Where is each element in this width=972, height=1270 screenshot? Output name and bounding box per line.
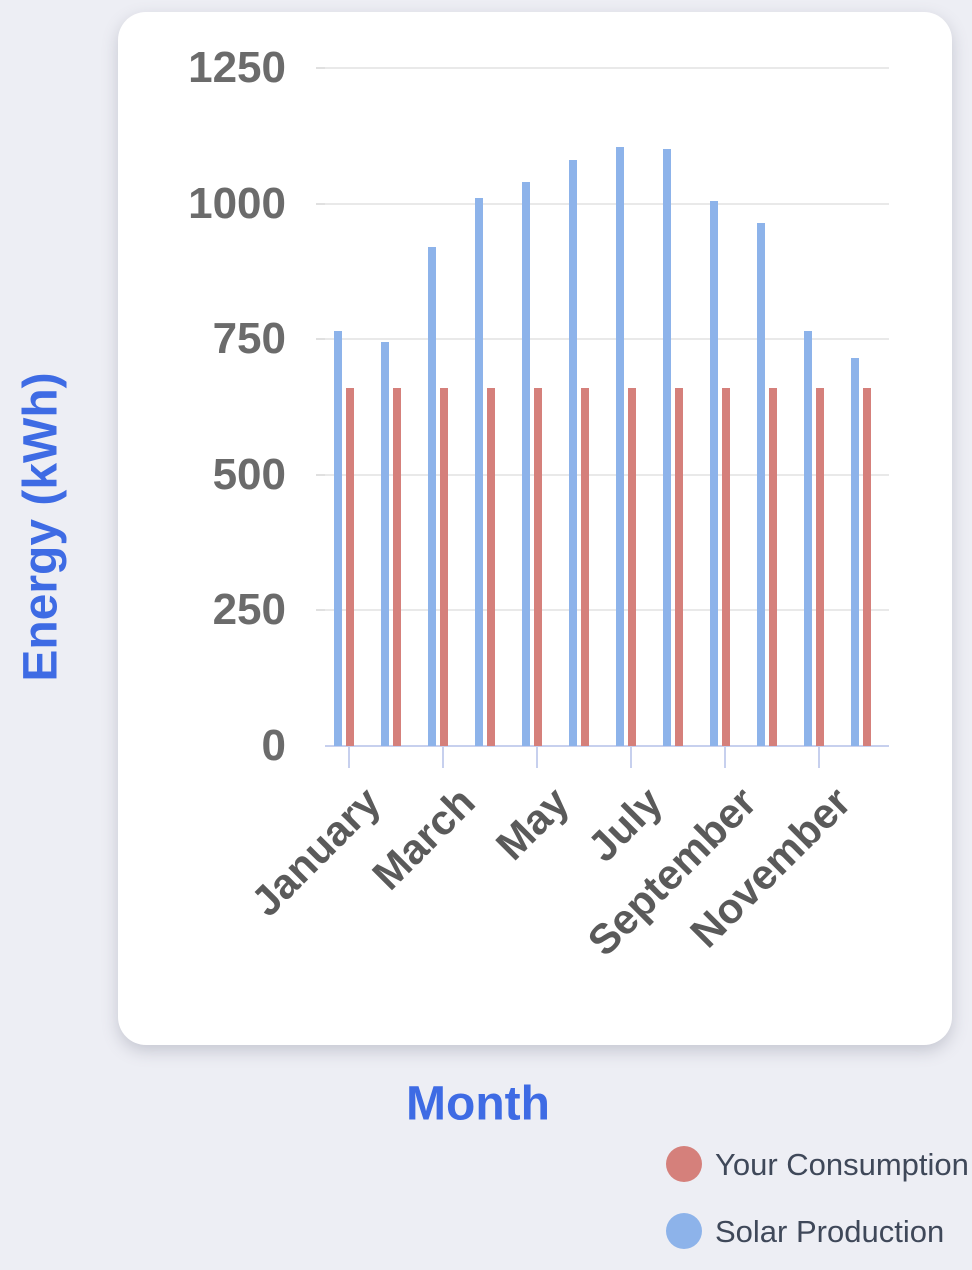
chart-card: 0 250 500 750 1000 1250 January March May July Se… (118, 12, 952, 1045)
y-tick-mark (316, 473, 325, 476)
y-tick-label: 750 (212, 314, 286, 364)
x-tick-mark (629, 746, 632, 768)
x-tick-mark (347, 746, 350, 768)
bar-your-consumption[interactable] (674, 388, 683, 746)
x-tick-label: May (486, 777, 578, 869)
bar-your-consumption[interactable] (768, 388, 777, 746)
bar-solar-production[interactable] (428, 247, 436, 746)
x-tick-mark (535, 746, 538, 768)
bar-your-consumption[interactable] (862, 388, 871, 746)
x-axis-title: Month (406, 1077, 550, 1131)
bar-your-consumption[interactable] (392, 388, 401, 746)
x-axis-line (325, 745, 889, 747)
y-tick-mark (316, 67, 325, 69)
y-tick-label: 250 (212, 585, 286, 635)
gridline (325, 473, 889, 476)
legend-item-solar-production[interactable]: Solar Production (666, 1213, 969, 1249)
y-tick-label: 0 (261, 721, 286, 770)
x-tick-mark (441, 746, 444, 768)
bar-your-consumption[interactable] (721, 388, 730, 746)
legend: Your Consumption Solar Production (666, 1146, 969, 1249)
bar-solar-production[interactable] (616, 146, 624, 746)
legend-label: Solar Production (715, 1213, 945, 1249)
y-tick-mark (316, 609, 325, 612)
legend-swatch-icon (666, 1146, 702, 1182)
bar-solar-production[interactable] (522, 181, 530, 746)
x-tick-label: March (362, 777, 484, 899)
gridline (325, 202, 889, 205)
bar-your-consumption[interactable] (815, 388, 824, 746)
x-tick-label: January (242, 777, 390, 926)
legend-label: Your Consumption (715, 1146, 969, 1182)
gridline (325, 338, 889, 341)
bar-solar-production[interactable] (757, 222, 765, 746)
y-tick-mark (316, 338, 325, 341)
bar-solar-production[interactable] (710, 200, 718, 746)
gridline (325, 609, 889, 612)
bar-solar-production[interactable] (851, 358, 859, 746)
bar-your-consumption[interactable] (533, 388, 542, 746)
legend-item-your-consumption[interactable]: Your Consumption (666, 1146, 969, 1182)
y-tick-label: 500 (212, 449, 286, 499)
y-tick-mark (316, 202, 325, 205)
gridline (325, 67, 889, 69)
bar-your-consumption[interactable] (439, 388, 448, 746)
x-tick-mark (817, 746, 820, 768)
bar-solar-production[interactable] (475, 198, 483, 746)
bar-solar-production[interactable] (381, 341, 389, 746)
bar-solar-production[interactable] (804, 331, 812, 746)
bar-solar-production[interactable] (663, 149, 671, 746)
bar-solar-production[interactable] (569, 160, 577, 746)
plot-area (316, 67, 889, 768)
y-tick-label: 1250 (188, 43, 286, 92)
x-tick-mark (723, 746, 726, 768)
bar-solar-production[interactable] (334, 331, 342, 746)
bar-your-consumption[interactable] (345, 388, 354, 746)
y-axis-title: Energy (kWh) (14, 372, 68, 682)
bar-your-consumption[interactable] (486, 388, 495, 746)
legend-swatch-icon (666, 1213, 702, 1249)
y-tick-label: 1000 (188, 178, 286, 228)
bar-your-consumption[interactable] (627, 388, 636, 746)
bar-your-consumption[interactable] (580, 388, 589, 746)
